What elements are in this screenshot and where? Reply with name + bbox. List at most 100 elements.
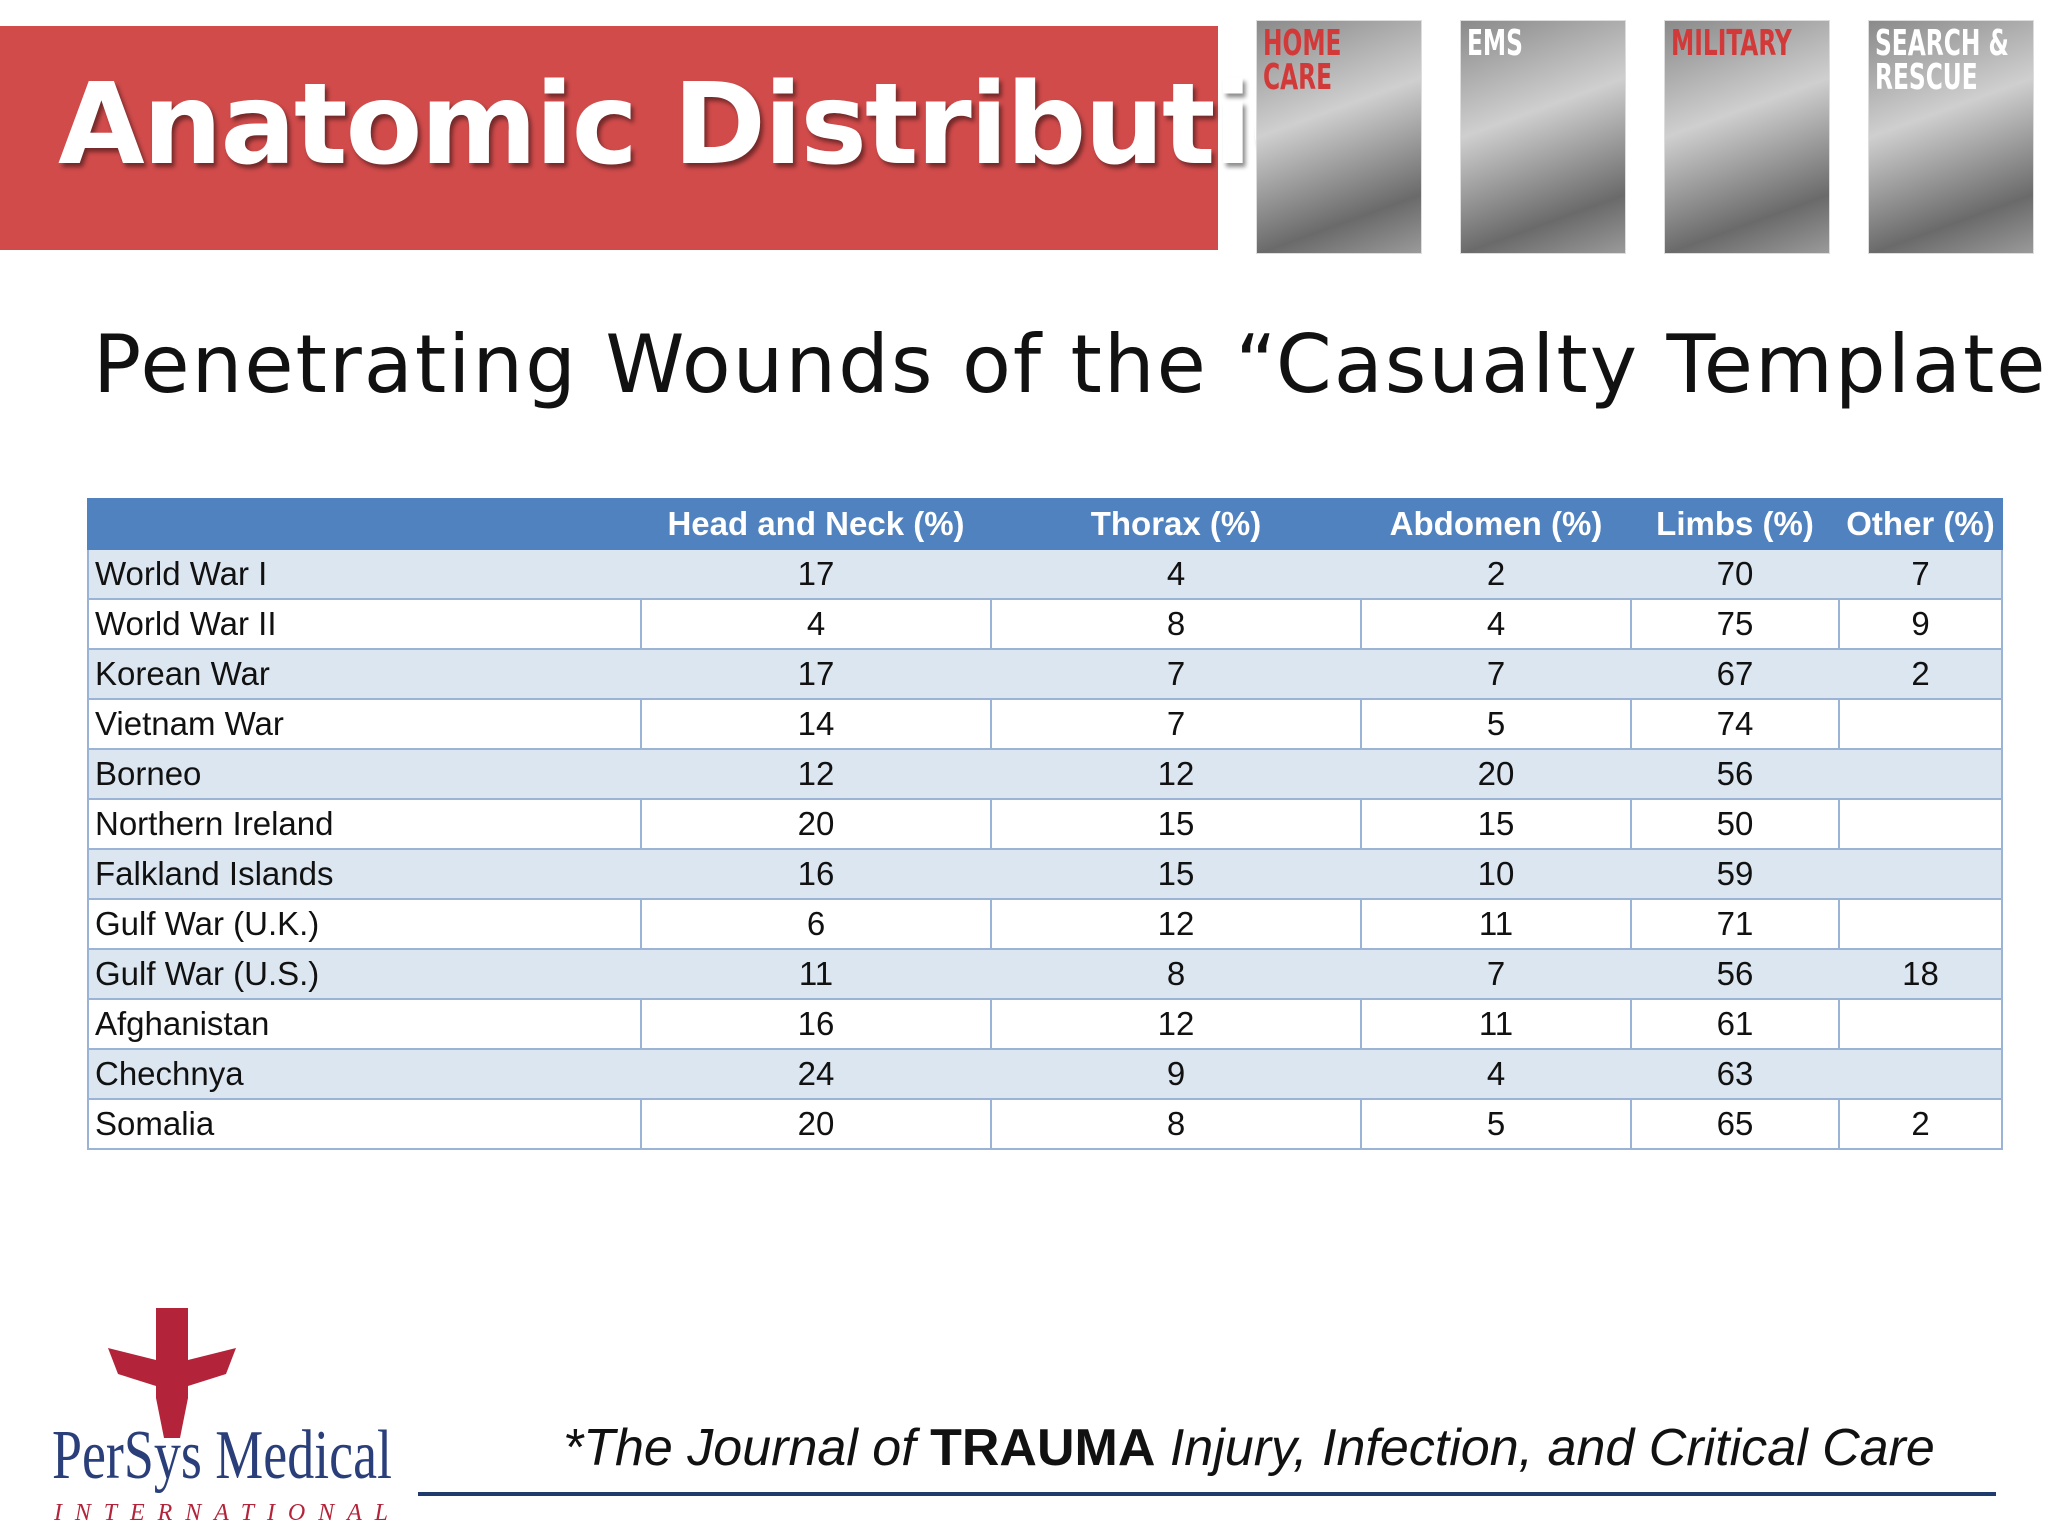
row-label: Somalia [87,1098,642,1150]
title-banner [0,26,1218,250]
table-cell: 15 [990,848,1362,900]
row-label: World War I [87,548,642,600]
table-cell: 6 [640,898,992,950]
table-cell: 11 [1360,998,1632,1050]
table-cell: 11 [1360,898,1632,950]
photo-label: SEARCH & RESCUE [1875,23,2009,98]
table-cell [1838,1048,2003,1100]
footer-rule [418,1492,1996,1496]
column-header: Thorax (%) [990,498,1362,550]
photo-label: EMS [1467,23,1523,64]
table-cell: 7 [1838,548,2003,600]
table-cell: 15 [990,798,1362,850]
table-cell: 65 [1630,1098,1840,1150]
row-label: Chechnya [87,1048,642,1100]
table-cell [1838,848,2003,900]
photo-label-line: HOME [1263,23,1342,64]
table-cell: 20 [640,798,992,850]
table-cell: 9 [990,1048,1362,1100]
row-label: Northern Ireland [87,798,642,850]
table-cell: 71 [1630,898,1840,950]
table-cell: 2 [1838,1098,2003,1150]
table-cell: 50 [1630,798,1840,850]
table-cell: 14 [640,698,992,750]
table-cell: 12 [990,748,1362,800]
table-row: World War I 17 4 2 70 7 [87,548,2003,600]
table-cell: 7 [1360,648,1632,700]
row-label: World War II [87,598,642,650]
subtitle: Penetrating Wounds of the “Casualty Temp… [93,318,2048,411]
table-cell: 2 [1360,548,1632,600]
table-row: Chechnya 24 9 4 63 [87,1048,2003,1100]
table-cell: 16 [640,848,992,900]
citation-text: Injury, Infection, and Critical Care [1169,1419,1935,1477]
table-cell: 17 [640,548,992,600]
table-cell: 2 [1838,648,2003,700]
table-cell: 67 [1630,648,1840,700]
citation-text: *The Journal of [563,1419,916,1477]
data-table: Head and Neck (%) Thorax (%) Abdomen (%) Li… [87,498,2003,1150]
table-row: World War II 4 8 4 75 9 [87,598,2003,650]
row-label: Gulf War (U.K.) [87,898,642,950]
table-cell: 74 [1630,698,1840,750]
photo-label-line: RESCUE [1875,57,1978,98]
photo-label: MILITARY [1671,23,1792,64]
table-row: Korean War 17 7 7 67 2 [87,648,2003,700]
table-row: Northern Ireland 20 15 15 50 [87,798,2003,850]
logo-name: PerSys Medical [52,1417,392,1494]
row-label: Gulf War (U.S.) [87,948,642,1000]
photo-label: HOME CARE [1263,23,1342,98]
table-cell: 8 [990,1098,1362,1150]
photo-label-line: SEARCH & [1875,23,2009,64]
table-row: Gulf War (U.S.) 11 8 7 56 18 [87,948,2003,1000]
table-cell: 70 [1630,548,1840,600]
table-cell: 7 [1360,948,1632,1000]
table-cell [1838,898,2003,950]
table-cell: 56 [1630,748,1840,800]
table-cell: 7 [990,698,1362,750]
table-cell [1838,748,2003,800]
citation-journal: TRAUMA [930,1419,1156,1477]
photo-label-line: EMS [1467,23,1523,64]
row-label: Afghanistan [87,998,642,1050]
table-row: Vietnam War 14 7 5 74 [87,698,2003,750]
column-header [87,498,642,550]
photo-label-line: CARE [1263,57,1333,98]
table-row: Afghanistan 16 12 11 61 [87,998,2003,1050]
table-cell: 15 [1360,798,1632,850]
table-cell: 12 [990,998,1362,1050]
table-row: Falkland Islands 16 15 10 59 [87,848,2003,900]
table-cell: 10 [1360,848,1632,900]
logo-mark [108,1308,236,1438]
table-cell: 20 [1360,748,1632,800]
table-cell [1838,698,2003,750]
column-header: Other (%) [1838,498,2003,550]
table-cell: 4 [1360,1048,1632,1100]
citation: *The Journal of TRAUMA Injury, Infection… [563,1418,1935,1478]
photo: SEARCH & RESCUE [1868,20,2034,254]
column-header: Abdomen (%) [1360,498,1632,550]
table-cell: 12 [640,748,992,800]
photo-label-line: MILITARY [1671,23,1792,64]
table-cell: 20 [640,1098,992,1150]
slide-title: Anatomic Distribution [58,60,1405,190]
table-cell: 8 [990,948,1362,1000]
table-cell: 61 [1630,998,1840,1050]
table-cell: 16 [640,998,992,1050]
column-header: Head and Neck (%) [640,498,992,550]
row-label: Borneo [87,748,642,800]
table-cell: 8 [990,598,1362,650]
table-cell: 17 [640,648,992,700]
table-cell: 63 [1630,1048,1840,1100]
logo: PerSys Medical INTERNATIONAL [52,1308,392,1526]
table-cell: 75 [1630,598,1840,650]
table-cell: 59 [1630,848,1840,900]
table-row: Somalia 20 8 5 65 2 [87,1098,2003,1150]
table-cell [1838,998,2003,1050]
row-label: Falkland Islands [87,848,642,900]
table-cell: 18 [1838,948,2003,1000]
photo: MILITARY [1664,20,1830,254]
table-cell: 5 [1360,698,1632,750]
table-cell: 5 [1360,1098,1632,1150]
